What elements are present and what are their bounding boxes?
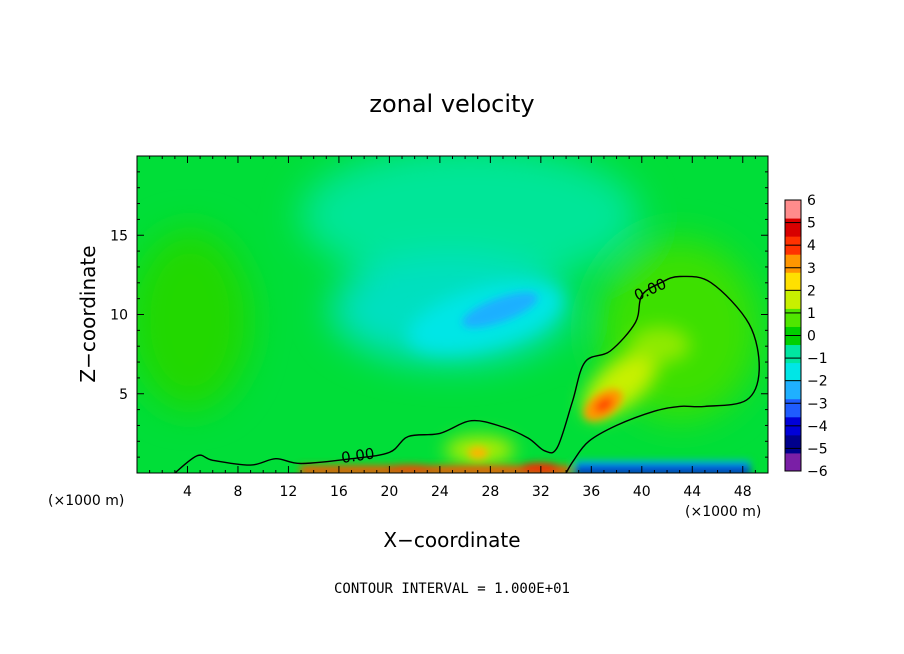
colorbar-tick-label: 3 [807,261,816,277]
colorbar-swatch [785,290,801,309]
field-lee-wave-core [595,397,613,413]
x-tick-label: 36 [582,484,600,500]
y-tick-label: 15 [110,228,128,244]
x-unit-label-left: (×1000 m) [48,493,124,509]
field-surface-negative [575,465,750,473]
colorbar-tick-label: 6 [807,193,816,209]
x-tick-label: 44 [683,484,701,500]
colorbar-swatch [785,200,801,219]
y-tick-label: 10 [110,308,128,324]
x-tick-label: 32 [532,484,550,500]
colorbar-tick-label: 4 [807,238,816,254]
colorbar-swatch [785,308,801,327]
field-left-green [137,230,250,410]
x-tick-label: 12 [280,484,298,500]
x-tick-label: 4 [183,484,192,500]
x-tick-label: 20 [380,484,398,500]
colorbar-swatch [785,398,801,418]
x-axis-ticks: 4 8 12 16 20 24 28 32 36 40 44 48 [149,156,756,500]
plot-area: 0.00 0.00 [137,156,768,473]
colorbar-swatch [785,218,801,237]
contour-label-lower: 0.00 [340,444,376,466]
colorbar-tick-label: 2 [807,283,816,299]
colorbar-swatch [785,452,801,472]
field-upper-right-yellow [630,327,690,363]
colorbar-tick-label: −6 [807,464,828,480]
y-axis-ticks: 5 10 15 [110,171,768,458]
colorbar-swatch [785,344,801,364]
colorbar-swatch [785,380,801,400]
colorbar-tick-label: −2 [807,374,828,390]
x-tick-label: 24 [431,484,449,500]
field-upper-cyan-green [300,156,640,285]
field-lowlevel-orange [468,447,488,459]
x-unit-label-right: (×1000 m) [685,504,761,520]
colorbar: 6 5 4 3 2 1 0 −1 −2 −3 −4 −5 −6 [784,193,828,480]
x-axis-title: X−coordinate [383,528,520,552]
chart-title: zonal velocity [369,90,534,118]
colorbar-swatch [785,434,801,454]
x-tick-label: 28 [481,484,499,500]
x-tick-label: 16 [330,484,348,500]
x-tick-label: 48 [734,484,752,500]
colorbar-tick-label: −1 [807,351,828,367]
colorbar-swatch [785,362,801,382]
colorbar-tick-label: −3 [807,396,828,412]
field-surface-max [520,463,560,473]
y-tick-label: 5 [119,387,128,403]
field-surface-negative-edge [575,461,750,466]
y-axis-title: Z−coordinate [76,245,100,382]
colorbar-swatch [785,272,801,291]
contour-interval-note: CONTOUR INTERVAL = 1.000E+01 [334,581,570,597]
x-tick-label: 40 [633,484,651,500]
zero-contour-line [174,275,760,473]
field-jet-core [462,292,538,328]
colorbar-tick-label: 5 [807,216,816,232]
colorbar-swatch [785,254,801,273]
colorbar-tick-label: −5 [807,441,828,457]
field-surface-max-2 [385,465,435,473]
colorbar-tick-label: 1 [807,306,816,322]
colorbar-tick-label: −4 [807,419,828,435]
x-tick-label: 8 [233,484,242,500]
colorbar-tick-label: 0 [807,329,816,345]
field-surface-positive [300,466,570,473]
